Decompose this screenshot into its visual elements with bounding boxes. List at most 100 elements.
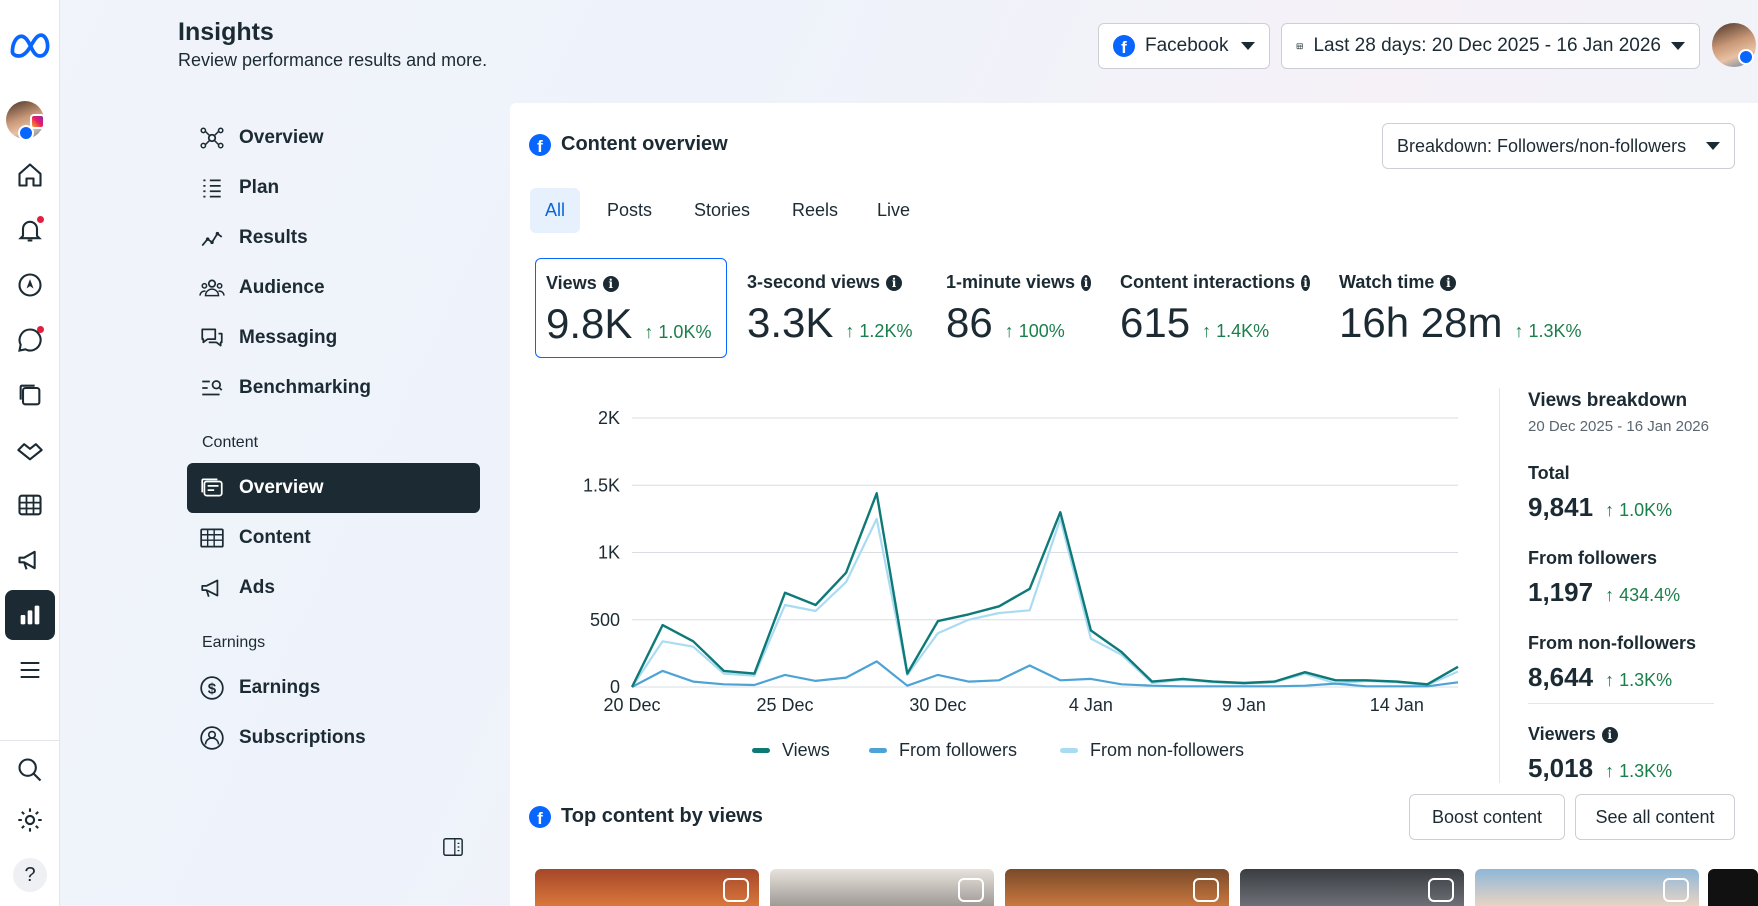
legend-label: From followers bbox=[899, 740, 1017, 760]
metric-label: Content interactions bbox=[1120, 272, 1296, 292]
people-icon bbox=[199, 279, 225, 297]
facebook-icon: f bbox=[529, 805, 551, 828]
megaphone-icon bbox=[201, 579, 219, 597]
metric-change: ↑ 1.2K% bbox=[845, 321, 913, 341]
handshake-icon bbox=[17, 443, 43, 461]
breakdown-divider bbox=[1499, 388, 1500, 783]
info-icon[interactable]: i bbox=[1301, 274, 1310, 291]
info-icon[interactable]: i bbox=[1601, 726, 1618, 743]
nav-label: Ads bbox=[239, 577, 275, 598]
content-thumbnail[interactable] bbox=[770, 869, 994, 906]
legend-swatch bbox=[752, 748, 770, 753]
metric-value: 3.3K bbox=[747, 299, 834, 346]
meta-logo-icon bbox=[10, 33, 50, 58]
network-icon bbox=[200, 127, 224, 149]
nav-ads[interactable]: Ads bbox=[187, 563, 480, 613]
metric-3s-views[interactable]: 3-second views i 3.3K ↑ 1.2K% bbox=[737, 258, 927, 358]
reel-icon bbox=[1428, 878, 1454, 902]
arrow-up-icon: ↑ bbox=[1202, 321, 1217, 341]
page-title: Insights bbox=[178, 18, 274, 46]
see-all-content-button[interactable]: See all content bbox=[1575, 794, 1735, 840]
content-thumbnail[interactable] bbox=[1708, 869, 1758, 906]
date-range-selector[interactable]: Last 28 days: 20 Dec 2025 - 16 Jan 2026 bbox=[1281, 23, 1700, 69]
nav-results[interactable]: Results bbox=[187, 213, 480, 263]
ads-button[interactable] bbox=[5, 535, 55, 585]
metric-1min-views[interactable]: 1-minute views i 86 ↑ 100% bbox=[936, 258, 1101, 358]
metric-watch-time[interactable]: Watch time i 16h 28m ↑ 1.3K% bbox=[1329, 258, 1589, 358]
collapse-sidebar-button[interactable] bbox=[441, 836, 465, 858]
page-subtitle: Review performance results and more. bbox=[178, 50, 488, 70]
nav-label: Plan bbox=[239, 177, 280, 198]
megaphone-icon bbox=[18, 550, 36, 570]
tab-posts[interactable]: Posts bbox=[607, 200, 653, 220]
insights-button[interactable] bbox=[5, 590, 55, 640]
y-tick-label: 1.5K bbox=[583, 475, 620, 495]
content-thumbnail[interactable] bbox=[1240, 869, 1464, 906]
search-button[interactable] bbox=[5, 745, 55, 795]
nav-plan[interactable]: Plan bbox=[187, 163, 480, 213]
metric-content-interactions[interactable]: Content interactions i 615 ↑ 1.4K% bbox=[1110, 258, 1320, 358]
arrow-up-icon: ↑ bbox=[1514, 321, 1529, 341]
platform-selector[interactable]: f Facebook bbox=[1098, 23, 1270, 69]
tab-stories[interactable]: Stories bbox=[694, 200, 751, 220]
nav-audience[interactable]: Audience bbox=[187, 263, 480, 313]
person-badge-icon bbox=[200, 726, 224, 750]
meta-logo[interactable] bbox=[5, 20, 55, 70]
info-icon[interactable]: i bbox=[1081, 274, 1091, 291]
tab-all[interactable]: All bbox=[530, 188, 581, 233]
content-button[interactable] bbox=[5, 370, 55, 420]
nav-label: Subscriptions bbox=[239, 727, 366, 748]
nav-content-overview[interactable]: Overview bbox=[187, 463, 480, 513]
info-icon[interactable]: i bbox=[1440, 274, 1457, 291]
content-thumbnail[interactable] bbox=[535, 869, 759, 906]
info-icon[interactable]: i bbox=[886, 274, 903, 291]
series-line-views bbox=[630, 492, 1459, 688]
nav-messaging[interactable]: Messaging bbox=[187, 313, 480, 363]
sidebar-toggle-icon bbox=[443, 838, 463, 856]
metric-label: 3-second views bbox=[747, 272, 881, 292]
x-tick-label: 30 Dec bbox=[909, 695, 966, 715]
content-thumbnail[interactable] bbox=[1005, 869, 1229, 906]
notifications-button[interactable] bbox=[5, 205, 55, 255]
date-range-label: Last 28 days: 20 Dec 2025 - 16 Jan 2026 bbox=[1313, 35, 1661, 56]
planner-button[interactable] bbox=[5, 480, 55, 530]
instagram-badge-icon bbox=[30, 114, 45, 129]
messages-button[interactable] bbox=[5, 315, 55, 365]
reel-icon bbox=[958, 878, 984, 902]
tab-reels[interactable]: Reels bbox=[792, 200, 839, 220]
help-button[interactable]: ? bbox=[5, 850, 55, 900]
table-grid-icon bbox=[18, 494, 42, 516]
x-tick-label: 4 Jan bbox=[1069, 695, 1113, 715]
info-icon[interactable]: i bbox=[602, 275, 619, 292]
partnerships-button[interactable] bbox=[5, 425, 55, 475]
nav-label: Messaging bbox=[239, 327, 338, 348]
legend-label: From non-followers bbox=[1090, 740, 1244, 760]
metric-label: Views bbox=[546, 273, 597, 293]
breakdown-selector[interactable]: Breakdown: Followers/non-followers bbox=[1382, 123, 1735, 169]
boost-content-button[interactable]: Boost content bbox=[1409, 794, 1565, 840]
nav-section-content: Content bbox=[202, 434, 259, 451]
metric-value: 9.8K bbox=[546, 300, 633, 347]
home-button[interactable] bbox=[5, 150, 55, 200]
all-tools-button[interactable] bbox=[5, 645, 55, 695]
nav-label: Audience bbox=[239, 277, 325, 298]
bell-icon bbox=[18, 220, 42, 242]
nav-overview[interactable]: Overview bbox=[187, 113, 480, 163]
explore-button[interactable] bbox=[5, 260, 55, 310]
y-tick-label: 1K bbox=[598, 543, 620, 563]
nav-subscriptions[interactable]: Subscriptions bbox=[187, 713, 480, 763]
settings-button[interactable] bbox=[5, 795, 55, 845]
nav-benchmarking[interactable]: Benchmarking bbox=[187, 363, 480, 413]
content-thumbnail[interactable] bbox=[1475, 869, 1699, 906]
tab-live[interactable]: Live bbox=[877, 200, 911, 220]
facebook-badge-icon bbox=[1738, 49, 1754, 65]
nav-content[interactable]: Content bbox=[187, 513, 480, 563]
breakdown-range: 20 Dec 2025 - 16 Jan 2026 bbox=[1528, 418, 1709, 435]
compass-icon bbox=[18, 273, 42, 297]
x-tick-label: 9 Jan bbox=[1222, 695, 1266, 715]
nav-earnings[interactable]: $ Earnings bbox=[187, 663, 480, 713]
arrow-up-icon: ↑ bbox=[1605, 500, 1620, 520]
arrow-up-icon: ↑ bbox=[1605, 670, 1620, 690]
y-tick-label: 0 bbox=[610, 677, 620, 697]
metric-views[interactable]: Views i 9.8K ↑ 1.0K% bbox=[535, 258, 727, 358]
